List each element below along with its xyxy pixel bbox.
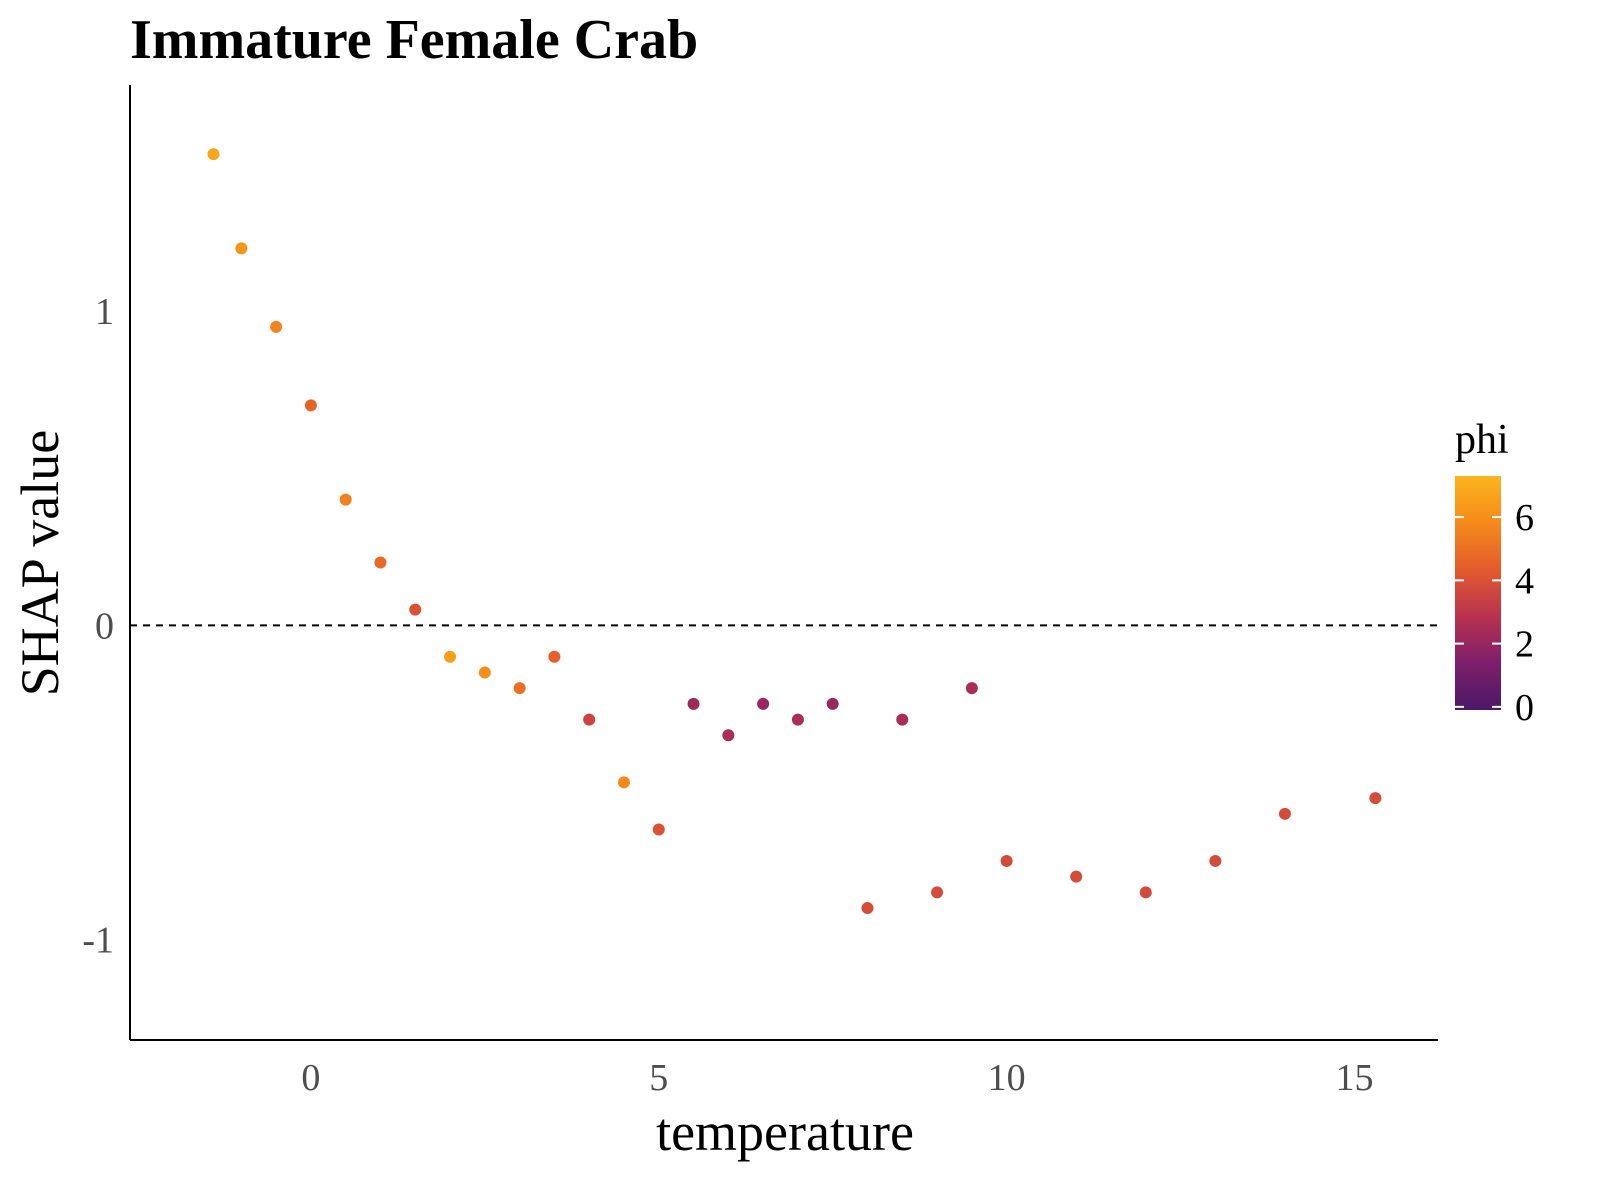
scatter-point: [1279, 808, 1291, 820]
x-axis-ticks: 0 5 10 15: [301, 1057, 1373, 1099]
scatter-point: [479, 666, 491, 678]
scatter-point: [583, 714, 595, 726]
y-axis-ticks: -1 0 1: [82, 291, 114, 961]
legend-tick-label: 0: [1515, 687, 1534, 729]
legend-title: phi: [1455, 417, 1509, 463]
scatter-point: [1140, 886, 1152, 898]
y-tick-label: 0: [95, 605, 114, 647]
x-axis-title: temperature: [656, 1102, 914, 1162]
scatter-point: [757, 698, 769, 710]
legend-colorbar: [1455, 476, 1501, 710]
scatter-point: [1070, 871, 1082, 883]
y-tick-label: -1: [82, 919, 114, 961]
chart-title: Immature Female Crab: [130, 9, 698, 71]
scatter-point: [931, 886, 943, 898]
scatter-point: [688, 698, 700, 710]
data-points: [207, 148, 1381, 914]
x-tick-label: 5: [649, 1057, 668, 1099]
scatter-point: [618, 776, 630, 788]
y-axis-title: SHAP value: [10, 430, 70, 697]
scatter-point: [827, 698, 839, 710]
scatter-point: [896, 714, 908, 726]
scatter-point: [207, 148, 219, 160]
scatter-point: [1001, 855, 1013, 867]
scatter-point: [305, 399, 317, 411]
scatter-point: [792, 714, 804, 726]
scatter-point: [1369, 792, 1381, 804]
scatter-point: [409, 604, 421, 616]
x-tick-label: 0: [301, 1057, 320, 1099]
y-tick-label: 1: [95, 291, 114, 333]
scatter-point: [270, 321, 282, 333]
scatter-point: [340, 494, 352, 506]
x-tick-label: 10: [988, 1057, 1026, 1099]
legend-tick-label: 4: [1515, 560, 1534, 602]
legend-tick-label: 6: [1515, 497, 1534, 539]
scatter-point: [861, 902, 873, 914]
scatter-point: [514, 682, 526, 694]
legend-tick-label: 2: [1515, 624, 1534, 666]
scatter-point: [1209, 855, 1221, 867]
scatter-point: [722, 729, 734, 741]
scatter-point: [548, 651, 560, 663]
scatter-point: [235, 242, 247, 254]
scatter-point: [444, 651, 456, 663]
scatter-point: [653, 824, 665, 836]
x-tick-label: 15: [1336, 1057, 1374, 1099]
scatter-point: [966, 682, 978, 694]
scatter-point: [374, 557, 386, 569]
